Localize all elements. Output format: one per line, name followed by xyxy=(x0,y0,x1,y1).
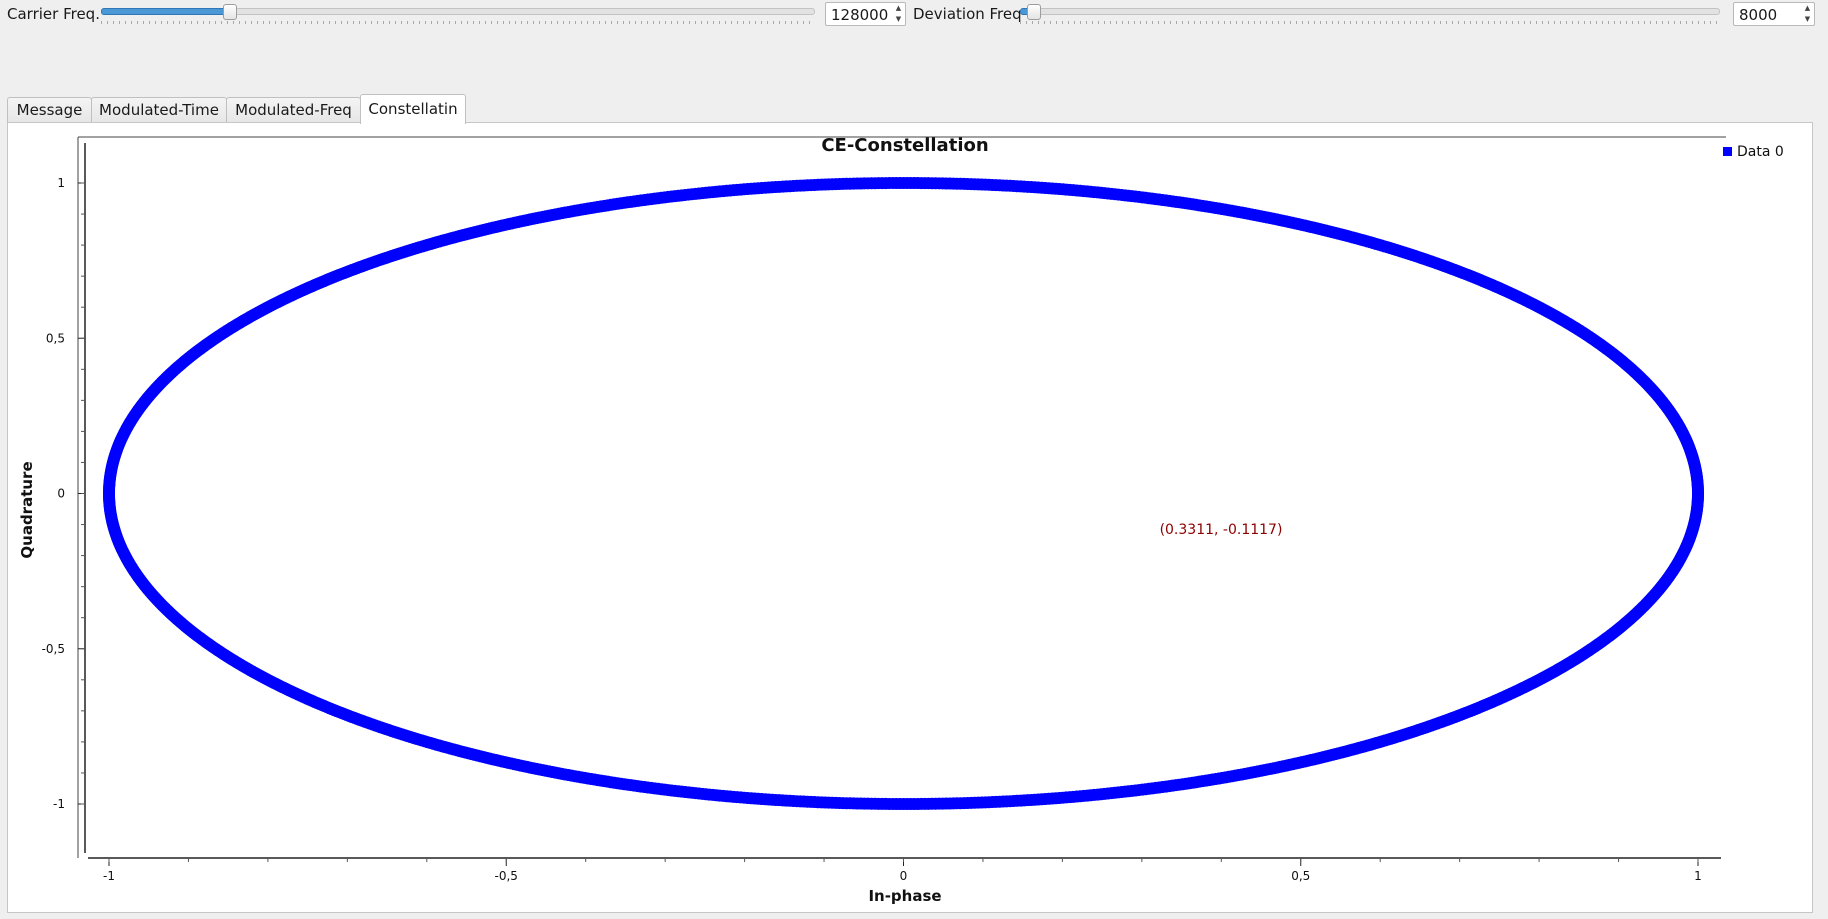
cursor-coordinate-readout: (0.3311, -0.1117) xyxy=(1160,522,1283,538)
spin-down-icon[interactable]: ▼ xyxy=(1804,15,1811,23)
x-tick-label: 0 xyxy=(900,869,908,883)
deviation-freq-value: 8000 xyxy=(1739,6,1778,24)
data-point xyxy=(1691,488,1704,501)
spin-up-icon[interactable]: ▲ xyxy=(895,4,902,12)
tab-message[interactable]: Message xyxy=(7,97,92,123)
legend-entry: Data 0 xyxy=(1737,144,1784,160)
y-axis-label: Quadrature xyxy=(18,461,36,558)
deviation-freq-label: Deviation Freq xyxy=(913,5,1022,23)
tab-modulated-freq[interactable]: Modulated-Freq xyxy=(226,97,361,123)
y-tick-label: 0,5 xyxy=(46,331,65,345)
spin-down-icon[interactable]: ▼ xyxy=(895,15,902,23)
x-tick-label: 1 xyxy=(1694,869,1702,883)
constellation-panel: CE-Constellation In-phase Quadrature 1 0,… xyxy=(7,122,1813,913)
x-tick-label: -1 xyxy=(103,869,115,883)
spin-up-icon[interactable]: ▲ xyxy=(1804,4,1811,12)
carrier-freq-slider-fill xyxy=(101,8,232,15)
deviation-freq-slider-handle[interactable] xyxy=(1027,4,1041,20)
chart-title: CE-Constellation xyxy=(821,135,988,156)
tab-constellatin[interactable]: Constellatin xyxy=(360,94,466,124)
x-tick-label: -0,5 xyxy=(495,869,518,883)
carrier-freq-value: 128000 xyxy=(831,6,889,24)
deviation-freq-spinbox[interactable]: 8000 ▲ ▼ xyxy=(1733,2,1815,26)
constellation-plot[interactable]: CE-Constellation In-phase Quadrature 1 0,… xyxy=(8,123,1814,914)
carrier-freq-slider-handle[interactable] xyxy=(222,4,237,20)
x-axis-label: In-phase xyxy=(868,887,941,905)
carrier-freq-spinbox[interactable]: 128000 ▲ ▼ xyxy=(825,2,906,26)
x-tick-label: 0,5 xyxy=(1291,869,1310,883)
legend-swatch xyxy=(1723,147,1732,156)
y-tick-label: 1 xyxy=(57,176,65,190)
y-tick-label: -0,5 xyxy=(42,642,65,656)
tab-modulated-time[interactable]: Modulated-Time xyxy=(91,97,227,123)
deviation-freq-slider[interactable] xyxy=(1020,4,1720,26)
carrier-freq-slider[interactable] xyxy=(101,4,815,26)
carrier-freq-label: Carrier Freq. xyxy=(7,5,100,23)
y-tick-label: -1 xyxy=(53,797,65,811)
y-tick-label: 0 xyxy=(57,487,65,501)
